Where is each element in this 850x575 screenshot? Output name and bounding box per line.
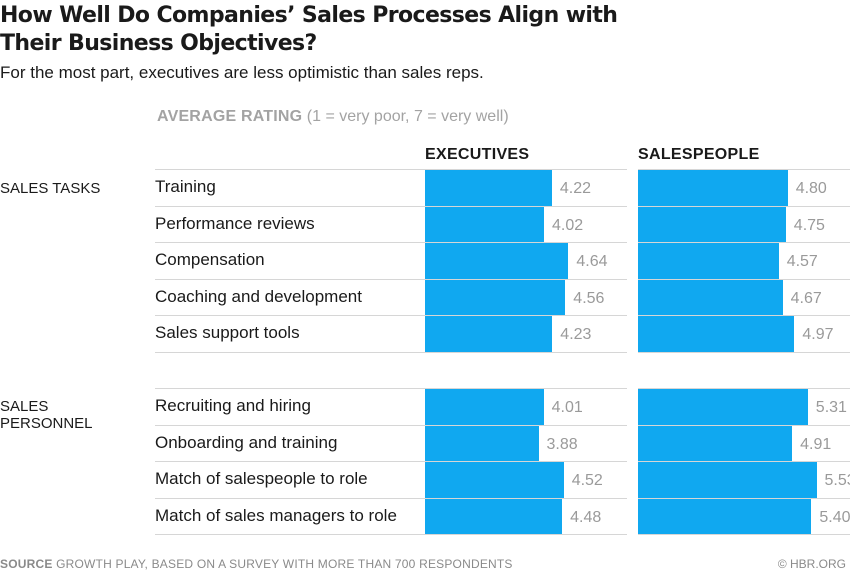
- value-label: 4.75: [793, 217, 825, 234]
- bar-salespeople: [638, 426, 793, 461]
- bar-salespeople: [638, 280, 783, 315]
- bar-executives: [425, 462, 564, 498]
- row-label: Performance reviews: [155, 214, 315, 233]
- value-label: 4.64: [576, 253, 608, 270]
- bar-salespeople: [638, 316, 795, 352]
- bar-salespeople: [638, 389, 808, 425]
- value-label: 4.23: [560, 326, 592, 343]
- row-separator: [155, 352, 627, 353]
- value-label: 4.57: [786, 253, 818, 270]
- value-label: 4.02: [552, 217, 584, 234]
- bar-salespeople: [638, 499, 812, 534]
- value-label: 5.31: [815, 399, 847, 416]
- row-separator: [638, 461, 850, 462]
- row-label: Sales support tools: [155, 323, 300, 342]
- row-separator: [638, 388, 850, 389]
- chart-subtitle: For the most part, executives are less o…: [0, 63, 484, 82]
- value-label: 4.22: [559, 180, 592, 197]
- row-separator: [155, 279, 627, 280]
- value-label: 4.91: [800, 436, 832, 453]
- row-separator: [155, 534, 627, 535]
- bar-salespeople: [638, 170, 788, 206]
- bar-executives: [425, 426, 539, 461]
- chart-title: How Well Do Companies’ Sales Processes A…: [0, 3, 618, 56]
- row-separator: [155, 388, 627, 389]
- copyright: © HBR.ORG: [777, 557, 846, 571]
- value-label: 4.67: [790, 290, 822, 307]
- rating-header-scale: (1 = very poor, 7 = very well): [306, 108, 509, 125]
- bar-executives: [425, 389, 544, 425]
- rating-header-label: AVERAGE RATING: [157, 108, 303, 125]
- bar-executives: [425, 243, 569, 279]
- bar-executives: [425, 499, 563, 534]
- source-note: SOURCE GROWTH PLAY, BASED ON A SURVEY WI…: [0, 557, 513, 571]
- row-separator: [638, 315, 850, 316]
- bar-salespeople: [638, 243, 779, 279]
- bar-executives: [425, 316, 553, 352]
- row-separator: [638, 206, 850, 207]
- row-separator: [638, 534, 850, 535]
- row-separator: [638, 425, 850, 426]
- row-label: Coaching and development: [155, 287, 362, 306]
- series-header-salespeople: SALESPEOPLE: [638, 146, 760, 163]
- row-separator: [638, 279, 850, 280]
- value-label: 4.56: [573, 290, 605, 307]
- value-label: 4.01: [551, 399, 583, 416]
- row-separator: [155, 461, 627, 462]
- row-separator: [638, 169, 850, 170]
- row-separator: [155, 242, 627, 243]
- value-label: 3.88: [546, 436, 578, 453]
- row-separator: [638, 242, 850, 243]
- row-separator: [155, 498, 627, 499]
- row-separator: [638, 498, 850, 499]
- bar-executives: [425, 207, 544, 242]
- source-label: SOURCE: [0, 557, 53, 571]
- bar-salespeople: [638, 462, 817, 498]
- bar-executives: [425, 170, 552, 206]
- series-header-executives: EXECUTIVES: [425, 146, 530, 163]
- row-label: Match of sales managers to role: [155, 506, 397, 525]
- row-separator: [155, 169, 627, 170]
- row-separator: [638, 352, 850, 353]
- row-label: Recruiting and hiring: [155, 396, 311, 415]
- value-label: 4.48: [570, 509, 602, 526]
- bar-salespeople: [638, 207, 786, 242]
- row-separator: [155, 425, 627, 426]
- row-separator: [155, 315, 627, 316]
- row-label: Match of salespeople to role: [155, 469, 368, 488]
- source-text: GROWTH PLAY, BASED ON A SURVEY WITH MORE…: [56, 557, 513, 571]
- row-separator: [155, 206, 627, 207]
- value-label: 4.52: [571, 472, 603, 489]
- group-label: SALES PERSONNEL: [0, 398, 93, 432]
- row-label: Compensation: [155, 250, 265, 269]
- rating-scale-header: AVERAGE RATING (1 = very poor, 7 = very …: [157, 108, 509, 126]
- row-label: Training: [155, 177, 216, 196]
- value-label: 4.97: [802, 326, 834, 343]
- value-label: 4.80: [795, 180, 827, 197]
- row-label: Onboarding and training: [155, 433, 338, 452]
- value-label: 5.53: [824, 472, 850, 489]
- bar-executives: [425, 280, 566, 315]
- value-label: 5.40: [819, 509, 850, 526]
- group-label: SALES TASKS: [0, 180, 101, 197]
